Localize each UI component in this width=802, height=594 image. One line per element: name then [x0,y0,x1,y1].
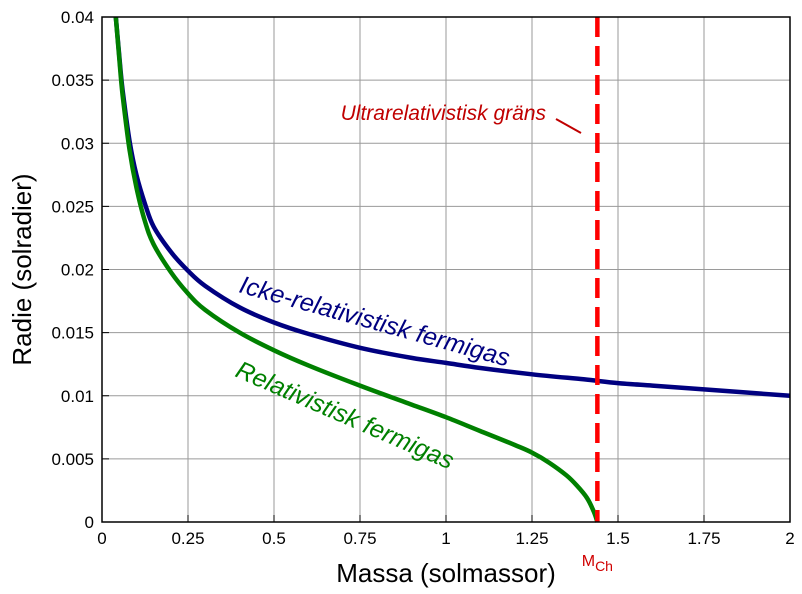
y-tick-label: 0 [85,513,94,532]
x-tick-label: 0.5 [262,529,286,548]
y-ticks: 0 0.005 0.01 0.015 0.02 0.025 0.03 0.035 0.04 [51,8,109,532]
x-tick-label: 0.75 [343,529,376,548]
x-ticks: 0 0.25 0.5 0.75 1 1.25 1.5 1.75 2 [97,515,795,548]
y-tick-label: 0.025 [51,197,94,216]
x-axis-label: Massa (solmassor) [336,558,556,588]
mch-subscript: Ch [595,558,613,574]
mch-letter: M [582,553,595,570]
y-tick-label: 0.04 [61,8,94,27]
y-axis-label: Radie (solradier) [7,173,37,365]
chandrasekhar-mass-label: MCh [582,553,613,574]
x-tick-label: 0.25 [171,529,204,548]
x-tick-label: 0 [97,529,106,548]
limit-label-pointer [555,118,582,134]
y-tick-label: 0.015 [51,324,94,343]
x-tick-label: 1.5 [606,529,630,548]
series-lines [113,16,791,523]
series-label-relativistic: Relativistisk fermigas [232,356,458,475]
y-tick-label: 0.01 [61,387,94,406]
plot-frame [101,16,791,523]
x-tick-label: 2 [785,529,794,548]
x-tick-label: 1 [441,529,450,548]
y-tick-label: 0.02 [61,261,94,280]
grid [102,17,790,522]
y-tick-label: 0.035 [51,71,94,90]
limit-label: Ultrarelativistisk gräns [341,102,547,125]
y-tick-label: 0.005 [51,450,94,469]
y-tick-label: 0.03 [61,134,94,153]
x-tick-label: 1.75 [687,529,720,548]
series-line-1 [113,16,600,523]
x-tick-label: 1.25 [515,529,548,548]
